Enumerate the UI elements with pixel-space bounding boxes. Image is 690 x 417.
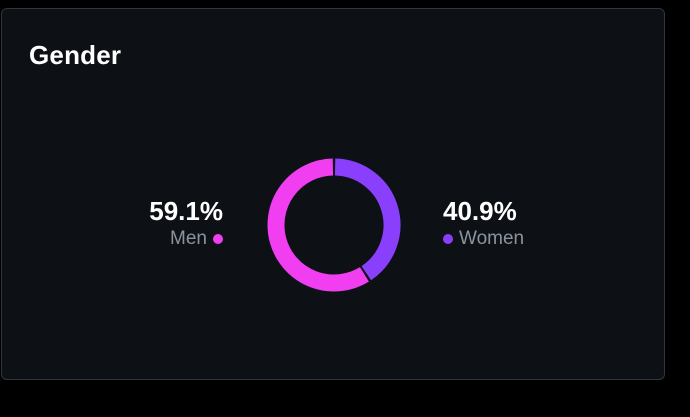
gender-donut-chart [267, 158, 401, 292]
gender-card: Gender 59.1% Men 40.9% Women [1, 8, 665, 380]
donut-slice-men [267, 158, 369, 292]
women-label-row: Women [443, 227, 524, 251]
men-dot-icon [213, 234, 223, 244]
women-label: Women [459, 228, 525, 249]
women-percentage: 40.9% [443, 196, 517, 226]
women-dot-icon [443, 234, 453, 244]
card-title: Gender [29, 40, 122, 70]
legend-women: 40.9% Women [443, 195, 524, 251]
men-label: Men [170, 228, 207, 249]
men-label-row: Men [149, 227, 223, 251]
donut-slice-women [334, 158, 401, 281]
men-percentage: 59.1% [149, 196, 223, 226]
legend-men: 59.1% Men [149, 195, 223, 251]
